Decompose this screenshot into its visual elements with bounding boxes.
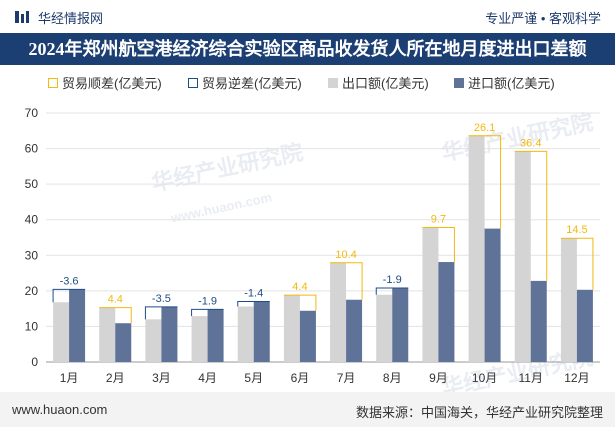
deficit-bracket (375, 287, 409, 295)
balance-label: 14.5 (566, 224, 587, 236)
balance-label: 36.4 (520, 137, 541, 149)
x-tick-label: 8月 (383, 371, 402, 385)
surplus-swatch-icon (48, 77, 58, 88)
balance-label: 4.4 (108, 294, 123, 306)
import-bar (576, 289, 593, 362)
surplus-bracket (422, 227, 455, 263)
legend-label-deficit: 贸易逆差(亿美元) (202, 76, 302, 91)
import-bar (438, 262, 455, 362)
legend-label-import: 进口额(亿美元) (468, 76, 555, 91)
y-tick-label: 70 (25, 106, 39, 120)
footer-url: www.huaon.com (12, 402, 108, 417)
export-bar (468, 135, 485, 362)
y-tick-label: 20 (25, 284, 39, 298)
x-tick-label: 2月 (106, 371, 125, 385)
export-bar (422, 227, 439, 362)
x-tick-label: 12月 (564, 371, 589, 385)
export-bar (376, 294, 393, 362)
legend-item-deficit: 贸易逆差(亿美元) (188, 73, 302, 92)
export-bar (145, 319, 162, 362)
deficit-bracket (237, 301, 270, 307)
balance-label: 9.7 (431, 214, 446, 226)
export-bar (99, 307, 116, 362)
import-bar (253, 301, 270, 362)
title-bar: 2024年郑州航空港经济综合实验区商品收发货人所在地月度进出口差额 (0, 33, 615, 65)
import-bar (161, 306, 178, 362)
x-tick-label: 9月 (429, 371, 448, 385)
import-bar (392, 288, 409, 362)
import-bar (69, 289, 86, 362)
import-bar (484, 228, 501, 362)
y-tick-label: 60 (25, 142, 39, 156)
export-bar (191, 316, 208, 362)
x-tick-label: 5月 (244, 371, 263, 385)
y-tick-label: 30 (25, 248, 39, 262)
y-tick-label: 10 (25, 319, 39, 333)
surplus-bracket (283, 294, 317, 311)
export-bar (283, 295, 300, 362)
legend-label-surplus: 贸易顺差(亿美元) (62, 76, 162, 91)
balance-label: -1.9 (198, 295, 217, 307)
x-tick-label: 10月 (472, 371, 497, 385)
surplus-bracket (514, 150, 548, 281)
export-bar (53, 302, 70, 362)
top-bar: 华经情报网 专业严谨 • 客观科学 (0, 0, 615, 33)
bar-chart: 0 10 20 30 40 50 60 70 -3.6 1月 4.4 2月 -3.5 3月 -1.9 4月 -1… (25, 106, 600, 385)
deficit-swatch-icon (188, 77, 198, 88)
footer-source: 数据来源：中国海关，华经产业研究院整理 (355, 405, 603, 420)
export-bar (330, 262, 347, 362)
chart-title: 2024年郑州航空港经济综合实验区商品收发货人所在地月度进出口差额 (28, 39, 587, 59)
import-bar (299, 310, 316, 362)
surplus-bracket (560, 237, 594, 290)
balance-label: -3.6 (60, 275, 79, 287)
surplus-bracket (99, 307, 132, 324)
x-tick-label: 4月 (198, 371, 217, 385)
surplus-bracket (468, 135, 502, 229)
export-bar (514, 151, 531, 362)
balance-label: -3.5 (152, 293, 171, 305)
export-bar (560, 238, 577, 362)
legend-item-surplus: 贸易顺差(亿美元) (48, 73, 162, 92)
x-tick-label: 1月 (60, 371, 79, 385)
import-bar (346, 299, 363, 362)
import-bar (115, 323, 132, 362)
deficit-bracket (52, 288, 86, 303)
export-bar (237, 306, 254, 362)
y-tick-label: 0 (31, 355, 38, 369)
balance-label: 10.4 (335, 249, 356, 261)
import-bar (207, 309, 224, 362)
balance-label: 4.4 (292, 281, 307, 293)
deficit-bracket (191, 308, 224, 317)
x-tick-label: 7月 (337, 371, 356, 385)
legend: 贸易顺差(亿美元) 贸易逆差(亿美元) 出口额(亿美元) 进口额(亿美元) (36, 70, 596, 92)
deficit-bracket (144, 306, 178, 320)
balance-label: -1.4 (244, 288, 263, 300)
logo-icon (15, 11, 29, 23)
balance-label: -1.9 (383, 274, 402, 286)
import-swatch-icon (454, 77, 464, 88)
legend-label-export: 出口额(亿美元) (342, 76, 429, 91)
x-tick-label: 11月 (519, 371, 543, 385)
legend-item-export: 出口额(亿美元) (328, 73, 429, 92)
brand-slogan: 专业严谨 • 客观科学 (485, 11, 601, 26)
footer: www.huaon.com 数据来源：中国海关，华经产业研究院整理 (0, 392, 615, 427)
surplus-bracket (330, 262, 363, 300)
balance-label: 26.1 (474, 122, 495, 134)
y-tick-label: 40 (25, 213, 39, 227)
x-tick-label: 3月 (152, 371, 171, 385)
y-tick-label: 50 (25, 177, 39, 191)
x-tick-label: 6月 (291, 371, 310, 385)
export-swatch-icon (328, 77, 338, 88)
legend-item-import: 进口额(亿美元) (454, 73, 555, 92)
brand-name: 华经情报网 (38, 11, 104, 26)
import-bar (530, 280, 547, 362)
